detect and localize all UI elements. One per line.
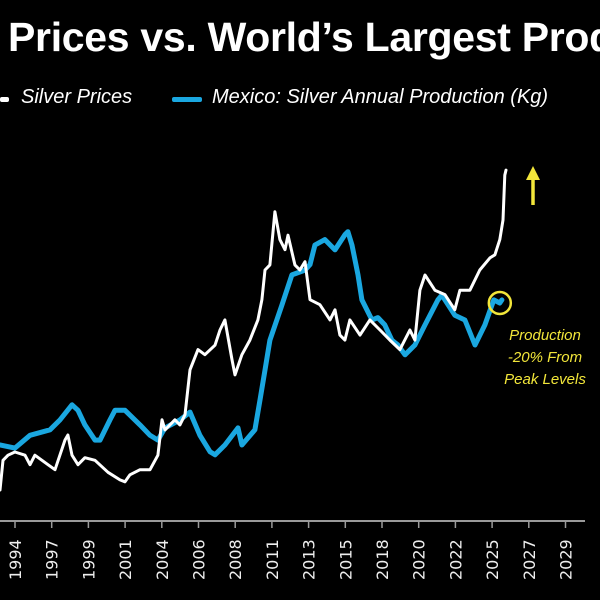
- mexico-production-line: [0, 229, 505, 458]
- x-tick-label: 2022: [446, 539, 465, 580]
- x-tick-label: 2013: [300, 539, 319, 580]
- up-arrow-head-icon: [526, 166, 540, 180]
- x-tick-label: 2027: [520, 539, 539, 580]
- x-tick-label: 2011: [263, 539, 282, 580]
- legend-swatch-mexico-production: [172, 97, 202, 102]
- x-tick-label: 2008: [226, 539, 245, 580]
- silver-price-line: [0, 168, 508, 492]
- x-tick-label: 2020: [410, 539, 429, 580]
- legend-label-mexico-production: Mexico: Silver Annual Production (Kg): [212, 86, 549, 108]
- highlight-circle: [487, 290, 513, 316]
- legend-swatch-silver-prices: [0, 97, 9, 102]
- annotation-line-3: Peak Levels: [504, 371, 586, 388]
- annotation-line-1: Production: [509, 327, 581, 344]
- annotation-line-2: -20% From: [507, 349, 583, 366]
- x-axis: 1994 1997 1999 2001 2004 2006 2008 2011 2013 2015…: [0, 520, 585, 580]
- x-tick-label: 1999: [79, 539, 98, 580]
- x-tick-label: 2004: [153, 539, 172, 580]
- x-tick-label: 2001: [116, 539, 135, 580]
- x-tick-label: 2006: [190, 539, 209, 580]
- x-tick-label: 2029: [557, 539, 576, 580]
- series-lines: [0, 168, 508, 492]
- x-tick-label: 2018: [373, 539, 392, 580]
- x-tick-label: 2025: [483, 539, 502, 580]
- x-tick-label: 2015: [336, 539, 355, 580]
- annotations: [487, 166, 540, 316]
- legend-label-silver-prices: Silver Prices: [21, 86, 133, 108]
- x-tick-label: 1997: [43, 539, 62, 580]
- x-tick-label: 1994: [6, 539, 25, 580]
- chart-title: Prices vs. World’s Largest Prod: [8, 14, 600, 60]
- production-annotation: Production -20% From Peak Levels: [490, 325, 600, 391]
